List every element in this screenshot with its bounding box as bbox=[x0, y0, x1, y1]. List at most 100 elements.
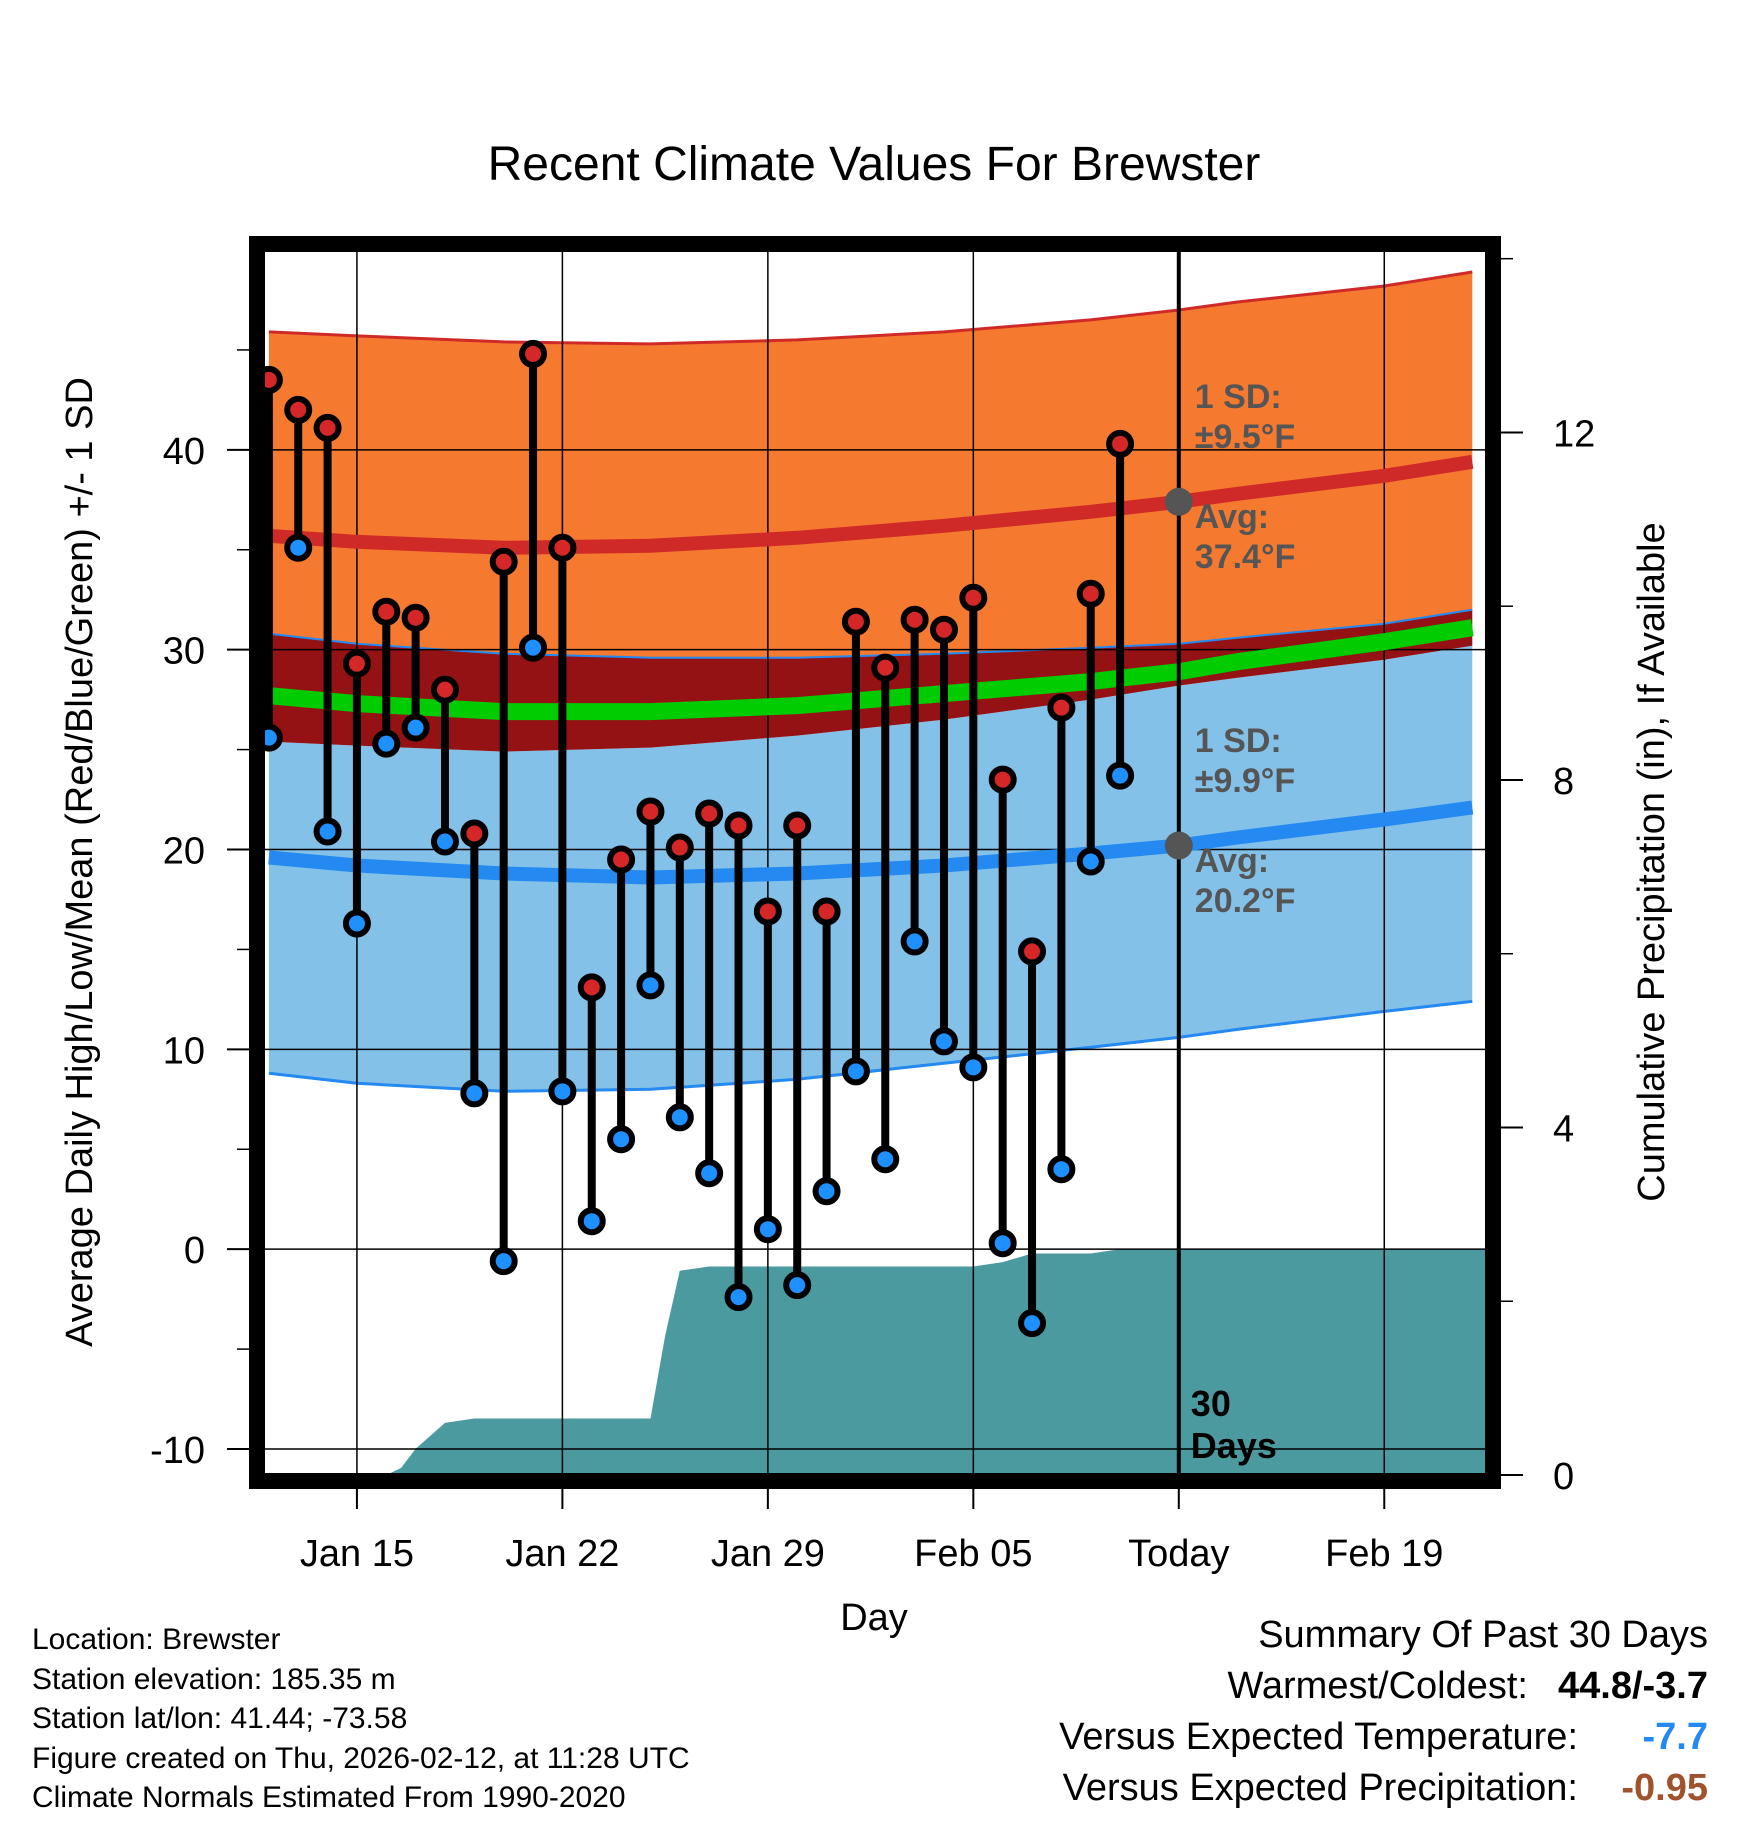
station-info: Location: Brewster Station elevation: 18… bbox=[32, 1620, 690, 1818]
created-text: Figure created on Thu, 2026-02-12, at 11… bbox=[32, 1741, 690, 1775]
today-high-normal-marker bbox=[1164, 487, 1193, 516]
y-axis-left-label: Average Daily High/Low/Mean (Red/Blue/Gr… bbox=[59, 377, 101, 1347]
y-left-tick-label: 40 bbox=[163, 431, 205, 473]
low-temp-point bbox=[263, 723, 283, 752]
low-temp-point bbox=[607, 1125, 636, 1154]
high-temp-point bbox=[313, 413, 342, 442]
days-count-word: Days bbox=[1191, 1425, 1277, 1466]
summary-title: Summary Of Past 30 Days bbox=[1258, 1614, 1708, 1656]
x-tick-label: Feb 19 bbox=[1325, 1533, 1443, 1575]
high-temp-point bbox=[959, 583, 988, 612]
high-temp-point bbox=[489, 547, 518, 576]
y-left-tick-label: 30 bbox=[163, 631, 205, 673]
plot-frame bbox=[249, 236, 1501, 1489]
high-temp-point bbox=[577, 973, 606, 1002]
y-left-tick-label: 10 bbox=[163, 1030, 205, 1072]
y-axis-right-label: Cumulative Precipitation (in), If Availa… bbox=[1631, 522, 1673, 1201]
low-temp-point bbox=[724, 1283, 753, 1312]
high-temp-point bbox=[724, 811, 753, 840]
high-temp-point bbox=[988, 765, 1017, 794]
high-temp-point bbox=[284, 395, 313, 424]
high-temp-point bbox=[665, 833, 694, 862]
axes: Jan 15 Jan 22 Jan 29 Feb 05 Today Feb 19 -10 0 1… bbox=[150, 236, 1595, 1575]
low-sd-label: 1 SD: bbox=[1195, 722, 1282, 760]
precip-label: Versus Expected Precipitation: bbox=[1062, 1767, 1578, 1809]
x-tick-label: Today bbox=[1128, 1533, 1229, 1575]
high-temp-point bbox=[519, 339, 548, 368]
low-sd-value: ±9.9°F bbox=[1195, 762, 1295, 800]
low-temp-point bbox=[401, 713, 430, 742]
y-right-tick-label: 4 bbox=[1553, 1108, 1574, 1150]
low-temp-point bbox=[1047, 1155, 1076, 1184]
high-temp-point bbox=[841, 607, 870, 636]
latlon-text: Station lat/lon: 41.44; -73.58 bbox=[32, 1702, 408, 1735]
today-low-normal-marker bbox=[1164, 831, 1193, 860]
high-temp-point bbox=[900, 605, 929, 634]
high-sd-value: ±9.5°F bbox=[1195, 418, 1295, 456]
low-temp-point bbox=[372, 729, 401, 758]
x-tick-label: Feb 05 bbox=[914, 1533, 1032, 1575]
x-axis-label: Day bbox=[840, 1597, 908, 1639]
low-temp-point bbox=[665, 1103, 694, 1132]
summary-panel: Summary Of Past 30 Days Warmest/Coldest:… bbox=[808, 1610, 1708, 1814]
low-temp-point bbox=[988, 1229, 1017, 1258]
y-right-tick-label: 12 bbox=[1553, 413, 1595, 455]
low-temp-point bbox=[695, 1159, 724, 1188]
high-sd-band bbox=[268, 272, 1473, 658]
x-tick-label: Jan 22 bbox=[505, 1533, 619, 1575]
high-avg-value: 37.4°F bbox=[1195, 538, 1296, 576]
high-temp-point bbox=[372, 597, 401, 626]
low-temp-point bbox=[430, 827, 459, 856]
elevation-text: Station elevation: 185.35 m bbox=[32, 1662, 396, 1696]
low-temp-point bbox=[342, 909, 371, 938]
high-temp-point bbox=[783, 811, 812, 840]
high-temp-point bbox=[430, 675, 459, 704]
low-temp-point bbox=[548, 1077, 577, 1106]
high-temp-point bbox=[548, 533, 577, 562]
low-temp-point bbox=[1106, 761, 1135, 790]
high-avg-label: Avg: bbox=[1195, 498, 1269, 536]
y-left-tick-label: 0 bbox=[184, 1230, 205, 1272]
high-temp-point bbox=[812, 897, 841, 926]
low-temp-point bbox=[577, 1207, 606, 1236]
low-temp-point bbox=[900, 927, 929, 956]
high-temp-point bbox=[607, 845, 636, 874]
high-temp-point bbox=[695, 799, 724, 828]
x-tick-label: Jan 29 bbox=[711, 1533, 825, 1575]
y-left-tick-label: 20 bbox=[163, 831, 205, 873]
low-temp-point bbox=[489, 1247, 518, 1276]
low-temp-point bbox=[1076, 847, 1105, 876]
low-temp-point bbox=[753, 1215, 782, 1244]
high-temp-point bbox=[1106, 429, 1135, 458]
precip-value: -0.95 bbox=[1621, 1767, 1708, 1809]
high-temp-point bbox=[263, 365, 283, 394]
high-temp-point bbox=[929, 615, 958, 644]
low-temp-point bbox=[812, 1177, 841, 1206]
high-temp-point bbox=[460, 819, 489, 848]
location-text: Location: Brewster bbox=[32, 1623, 281, 1656]
low-temp-point bbox=[460, 1079, 489, 1108]
low-temp-point bbox=[841, 1057, 870, 1086]
low-temp-point bbox=[313, 817, 342, 846]
summary-warmest-row: Warmest/Coldest: 44.8/-3.7 bbox=[808, 1661, 1708, 1712]
high-temp-point bbox=[401, 603, 430, 632]
high-temp-point bbox=[636, 797, 665, 826]
precip-area bbox=[268, 1249, 1487, 1475]
low-temp-point bbox=[284, 533, 313, 562]
high-temp-point bbox=[1018, 937, 1047, 966]
summary-precip-row: Versus Expected Precipitation: -0.95 bbox=[808, 1763, 1708, 1814]
low-temp-point bbox=[783, 1271, 812, 1300]
low-temp-point bbox=[1018, 1309, 1047, 1338]
high-temp-point bbox=[1076, 579, 1105, 608]
high-normal-line bbox=[268, 454, 1474, 555]
y-right-tick-label: 0 bbox=[1553, 1456, 1574, 1498]
low-temp-point bbox=[959, 1053, 988, 1082]
normals-text: Climate Normals Estimated From 1990-2020 bbox=[32, 1781, 626, 1814]
x-tick-label: Jan 15 bbox=[300, 1533, 414, 1575]
low-temp-point bbox=[636, 971, 665, 1000]
high-temp-point bbox=[753, 897, 782, 926]
warmest-value: 44.8/-3.7 bbox=[1558, 1665, 1708, 1707]
low-temp-point bbox=[929, 1027, 958, 1056]
